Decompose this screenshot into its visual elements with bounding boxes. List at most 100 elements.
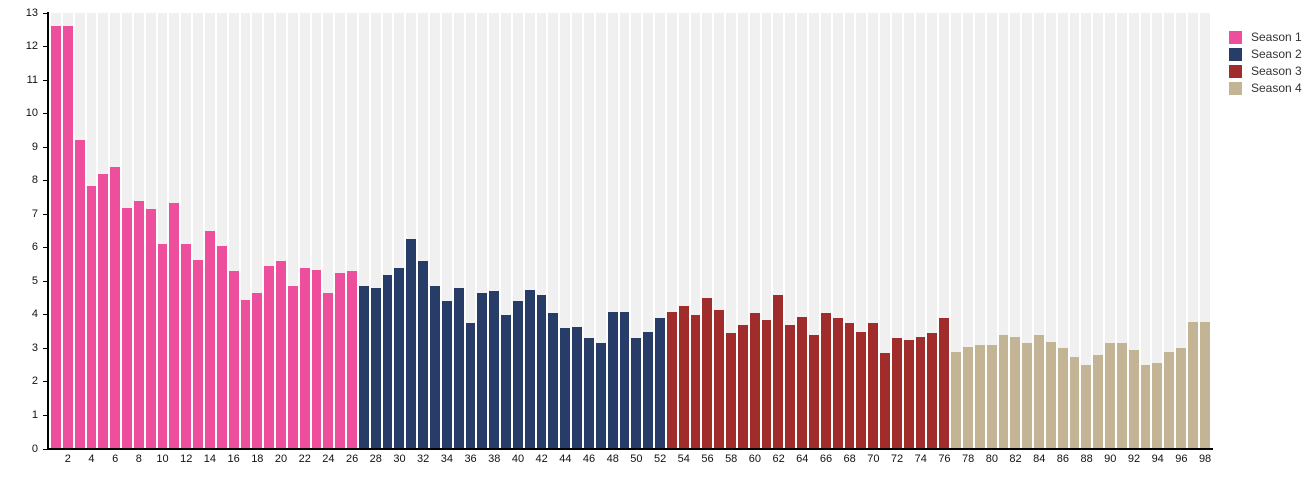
season-1-bar-episode-7 [122,207,132,449]
bar-slot-38 [488,13,500,449]
bar-slot-69 [855,13,867,449]
season-1-bar-episode-15 [216,246,227,449]
background-stripe [951,13,961,449]
season-1-bar-episode-25 [335,272,346,449]
bar-slot-50 [630,13,642,449]
bar-slot-77 [950,13,962,449]
season-2-bar-episode-51 [643,331,654,449]
bar-slot-93 [1140,13,1152,449]
background-stripe [335,13,346,449]
bar-slot-6 [109,13,121,449]
season-1-bar-episode-11 [169,202,180,449]
season-2-bar-episode-45 [572,326,582,449]
background-stripe [548,13,559,449]
season-3-bar-episode-64 [797,316,807,449]
x-axis-label: 20 [274,453,288,465]
bar-slot-46 [583,13,595,449]
bar-slot-14 [204,13,216,449]
background-stripe [1152,13,1163,449]
background-stripe [749,13,760,449]
x-axis-label: 84 [1033,453,1046,465]
season-1-bar-episode-2 [62,26,73,449]
y-axis-label: 6 [31,241,38,254]
season-1-bar-episode-16 [228,271,239,449]
season-4-bar-episode-93 [1140,365,1151,449]
x-axis-label: 64 [796,453,809,465]
bar-slot-54 [678,13,690,449]
background-stripe [868,13,879,449]
bar-slot-67 [832,13,844,449]
bar-slot-94 [1151,13,1163,449]
season-4-bar-episode-89 [1093,355,1104,449]
season-3-bar-episode-75 [927,333,938,449]
bar-slot-53 [666,13,678,449]
bar-slot-84 [1033,13,1045,449]
bar-slot-86 [1057,13,1069,449]
bar-slot-3 [74,13,86,449]
season-4-bar-episode-79 [974,345,985,449]
background-stripe [891,13,902,449]
season-3-bar-episode-61 [761,319,772,449]
bar-slot-31 [405,13,417,449]
bar-slot-87 [1069,13,1081,449]
y-axis-tick [43,146,48,148]
bar-slot-23 [311,13,323,449]
x-axis-label: 42 [535,453,548,465]
bar-slot-43 [547,13,559,449]
x-axis-label: 28 [369,453,382,465]
season-3-bar-episode-62 [773,294,784,449]
background-stripe [1188,13,1198,449]
background-stripe [1010,13,1021,449]
legend-item: Season 2 [1229,48,1302,61]
x-axis-label: 78 [962,453,975,465]
bar-slot-62 [772,13,784,449]
x-axis-label: 86 [1056,453,1070,465]
background-stripe [430,13,440,449]
bar-slot-63 [784,13,796,449]
bar-slot-8 [133,13,145,449]
season-4-bar-episode-84 [1034,334,1044,449]
season-1-bar-episode-8 [133,200,144,449]
background-stripe [501,13,511,449]
background-stripe [536,13,547,449]
season-4-bar-episode-81 [998,334,1009,449]
background-stripe [311,13,322,449]
season-4-bar-episode-96 [1176,348,1186,449]
bar-slot-52 [654,13,666,449]
bar-slot-39 [500,13,512,449]
season-4-bar-episode-78 [962,346,973,449]
bar-slot-70 [867,13,879,449]
background-stripe [216,13,227,449]
bar-slot-58 [725,13,737,449]
x-axis-label: 18 [251,453,264,465]
background-stripe [394,13,405,449]
bar-slot-11 [168,13,180,449]
y-axis-label: 0 [31,442,38,455]
y-axis-tick [43,180,48,182]
background-stripe [702,13,713,449]
bar-slot-91 [1116,13,1128,449]
bar-slot-19 [263,13,275,449]
bar-slot-95 [1163,13,1175,449]
bar-slot-40 [512,13,524,449]
y-axis-tick [43,247,48,249]
bar-slot-24 [322,13,334,449]
season-1-bar-episode-5 [98,174,109,449]
x-axis-label: 44 [559,453,572,465]
x-axis-label: 88 [1080,453,1093,465]
bar-slot-32 [417,13,429,449]
y-axis-label: 12 [25,40,38,53]
season-4-bar-episode-95 [1164,351,1175,449]
season-1-bar-episode-13 [193,259,203,449]
y-axis-tick [43,347,48,349]
x-axis-label: 46 [582,453,596,465]
background-stripe [418,13,428,449]
background-stripe [358,13,369,449]
season-4-bar-episode-82 [1010,336,1021,449]
season-3-bar-episode-67 [832,318,843,449]
x-axis-label: 90 [1104,453,1117,465]
season-2-bar-episode-31 [406,239,417,449]
legend-swatch-icon [1229,82,1242,95]
background-stripe [986,13,997,449]
bar-slot-25 [334,13,346,449]
